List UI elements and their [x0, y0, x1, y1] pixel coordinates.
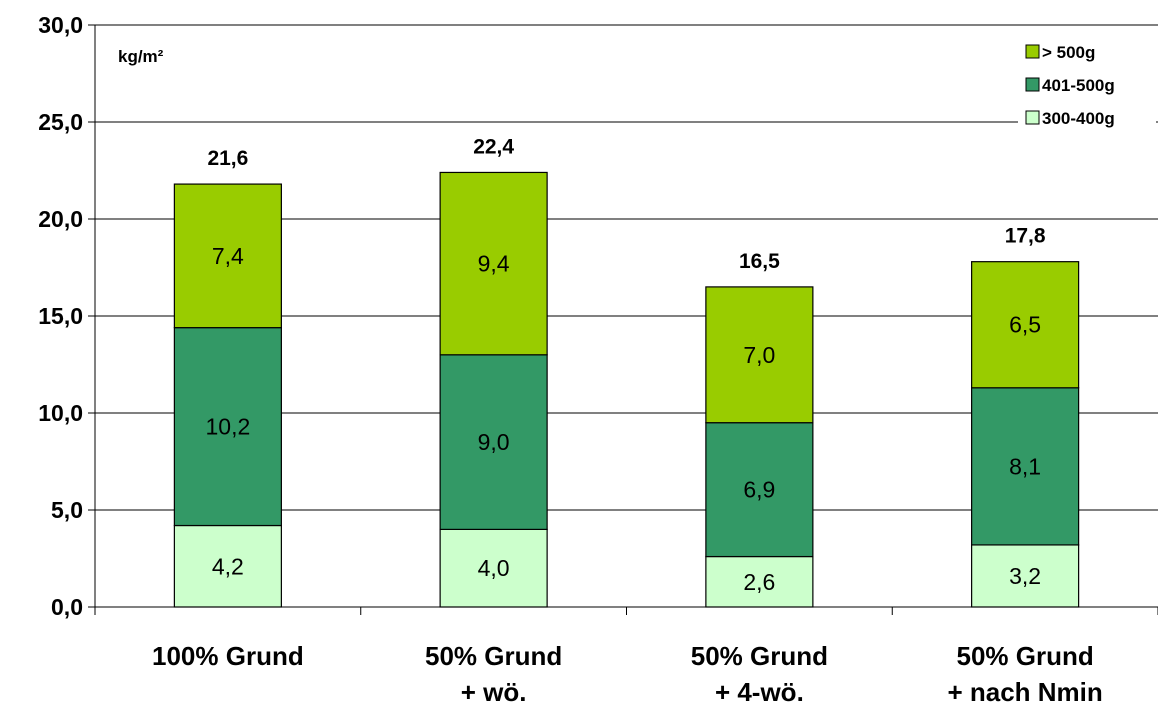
bars: 4,2 10,2 7,4 21,6 4,0 9,0 9,4 22,4 2,6 6,9 7,0 16,5… [173, 135, 1080, 608]
legend-label: > 500g [1042, 43, 1095, 62]
legend-swatch [1025, 110, 1040, 125]
legend-label: 300-400g [1042, 109, 1115, 128]
segment-label: 4,2 [212, 553, 244, 579]
category-label: + wö. [461, 677, 527, 707]
unit-label: kg/m² [118, 47, 164, 66]
segment-label: 9,0 [478, 429, 510, 455]
total-label: 22,4 [473, 135, 514, 158]
y-tick-label: 0,0 [51, 594, 83, 620]
segment-label: 7,4 [212, 243, 244, 269]
segment-label: 4,0 [478, 555, 510, 581]
bar-segment [971, 261, 1080, 389]
category-label: + nach Nmin [947, 677, 1102, 707]
bar-segment [705, 422, 814, 558]
y-tick-label: 30,0 [38, 12, 83, 38]
legend-background [1018, 38, 1156, 136]
bar-segment [971, 544, 1080, 608]
total-label: 21,6 [207, 147, 248, 170]
category-label: 50% Grund [957, 641, 1094, 671]
segment-label: 2,6 [743, 569, 775, 595]
bar-segment [173, 183, 282, 329]
bar-segment [705, 286, 814, 424]
category-label: 50% Grund [691, 641, 828, 671]
segment-label: 6,9 [743, 477, 775, 503]
total-label: 16,5 [739, 250, 780, 273]
legend: > 500g 401-500g 300-400g [1018, 38, 1156, 136]
bar-segment [439, 354, 548, 530]
category-labels: 100% Grund 50% Grund + wö. 50% Grund + 4-wö.… [152, 641, 1103, 707]
y-tick-label: 10,0 [38, 400, 83, 426]
segment-label: 7,0 [743, 342, 775, 368]
segment-label: 10,2 [205, 414, 250, 440]
category-label: 100% Grund [152, 641, 304, 671]
y-axis-ticks: 0,0 5,0 10,0 15,0 20,0 25,0 30,0 [38, 12, 95, 620]
bar-segment [439, 171, 548, 356]
bar-segment [439, 528, 548, 608]
segment-label: 9,4 [478, 251, 510, 277]
y-tick-label: 20,0 [38, 206, 83, 232]
category-label: + 4-wö. [715, 677, 804, 707]
segment-label: 3,2 [1009, 563, 1041, 589]
legend-label: 401-500g [1042, 76, 1115, 95]
segment-label: 8,1 [1009, 453, 1041, 479]
bar-segment [971, 387, 1080, 546]
legend-swatch [1025, 44, 1040, 59]
bar-segment [173, 327, 282, 527]
segment-label: 6,5 [1009, 312, 1041, 338]
bar-segment [705, 555, 814, 608]
y-tick-label: 5,0 [51, 497, 83, 523]
y-tick-label: 15,0 [38, 303, 83, 329]
category-label: 50% Grund [425, 641, 562, 671]
total-label: 17,8 [1005, 225, 1046, 248]
legend-swatch [1025, 77, 1040, 92]
y-tick-label: 25,0 [38, 109, 83, 135]
